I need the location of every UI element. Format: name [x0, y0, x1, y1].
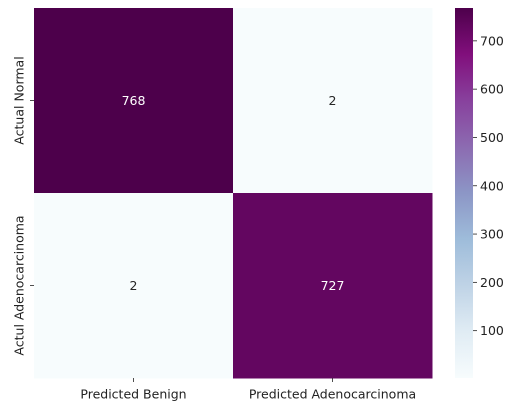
colorbar-tick-label: 700 — [480, 33, 504, 48]
cell-annotation: 2 — [130, 278, 138, 293]
heatmap-grid — [34, 8, 433, 379]
colorbar-tick-label: 300 — [480, 227, 504, 242]
colorbar-gradient — [455, 8, 473, 378]
x-tick-label: Predicted Benign — [80, 387, 186, 402]
cell-annotation: 727 — [321, 278, 345, 293]
colorbar-tick-label: 500 — [480, 130, 504, 145]
heatmap-cell — [233, 8, 433, 194]
y-axis: Actual Normal Actul Adenocarcinoma — [12, 56, 34, 356]
heatmap-cell — [34, 8, 234, 194]
colorbar-ticks: 100 200 300 400 500 600 700 — [473, 33, 504, 338]
heatmap-cell — [233, 193, 433, 379]
cell-annotation: 2 — [329, 93, 337, 108]
colorbar: 100 200 300 400 500 600 700 — [455, 8, 504, 378]
colorbar-tick-label: 400 — [480, 178, 504, 193]
y-tick-label: Actul Adenocarcinoma — [12, 215, 27, 355]
y-tick-label: Actual Normal — [12, 56, 27, 144]
cell-annotations: 768 2 2 727 — [122, 93, 345, 293]
colorbar-tick-label: 200 — [480, 275, 504, 290]
colorbar-tick-label: 600 — [480, 82, 504, 97]
cell-annotation: 768 — [122, 93, 146, 108]
heatmap-cell — [34, 193, 234, 379]
x-tick-label: Predicted Adenocarcinoma — [249, 387, 416, 402]
x-axis: Predicted Benign Predicted Adenocarcinoma — [80, 378, 416, 402]
colorbar-tick-label: 100 — [480, 323, 504, 338]
